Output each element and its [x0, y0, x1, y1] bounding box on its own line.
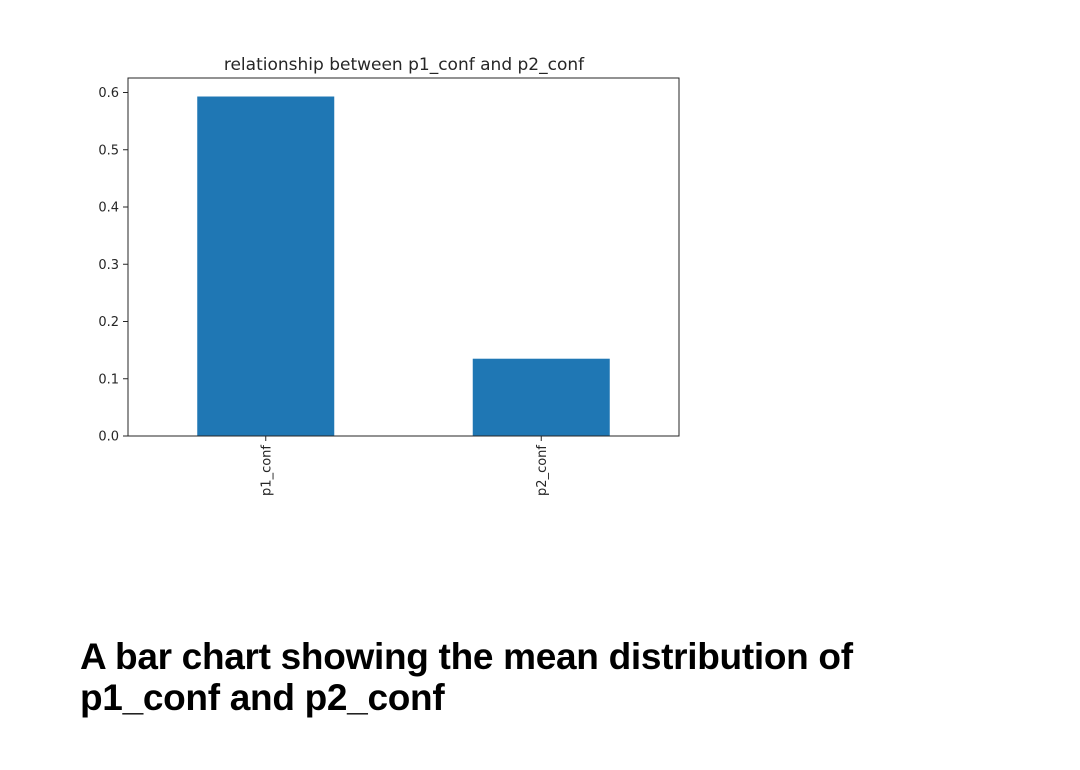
bars-group: [197, 96, 610, 436]
x-axis: p1_conf p2_conf: [259, 436, 550, 496]
x-tick-label: p1_conf: [259, 445, 274, 496]
y-tick-label: 0.2: [98, 315, 119, 330]
y-tick-label: 0.4: [98, 201, 119, 216]
y-tick-label: 0.6: [98, 86, 119, 101]
bar-p1-conf: [197, 96, 335, 436]
chart-container: relationship between p1_conf and p2_conf…: [0, 0, 720, 540]
y-tick-label: 0.1: [98, 372, 119, 387]
figure-caption: A bar chart showing the mean distributio…: [80, 636, 853, 718]
x-tick-label: p2_conf: [535, 445, 550, 496]
y-tick-label: 0.3: [98, 258, 119, 273]
plot-frame: [127, 77, 680, 437]
y-tick-label: 0.0: [98, 430, 119, 445]
y-tick-label: 0.5: [98, 143, 119, 158]
bar-chart: relationship between p1_conf and p2_conf…: [98, 55, 680, 496]
y-axis: 0.0 0.1 0.2 0.3 0.4 0.5 0.6: [98, 86, 128, 445]
bar-p2-conf: [472, 358, 610, 436]
chart-title: relationship between p1_conf and p2_conf: [224, 55, 585, 75]
